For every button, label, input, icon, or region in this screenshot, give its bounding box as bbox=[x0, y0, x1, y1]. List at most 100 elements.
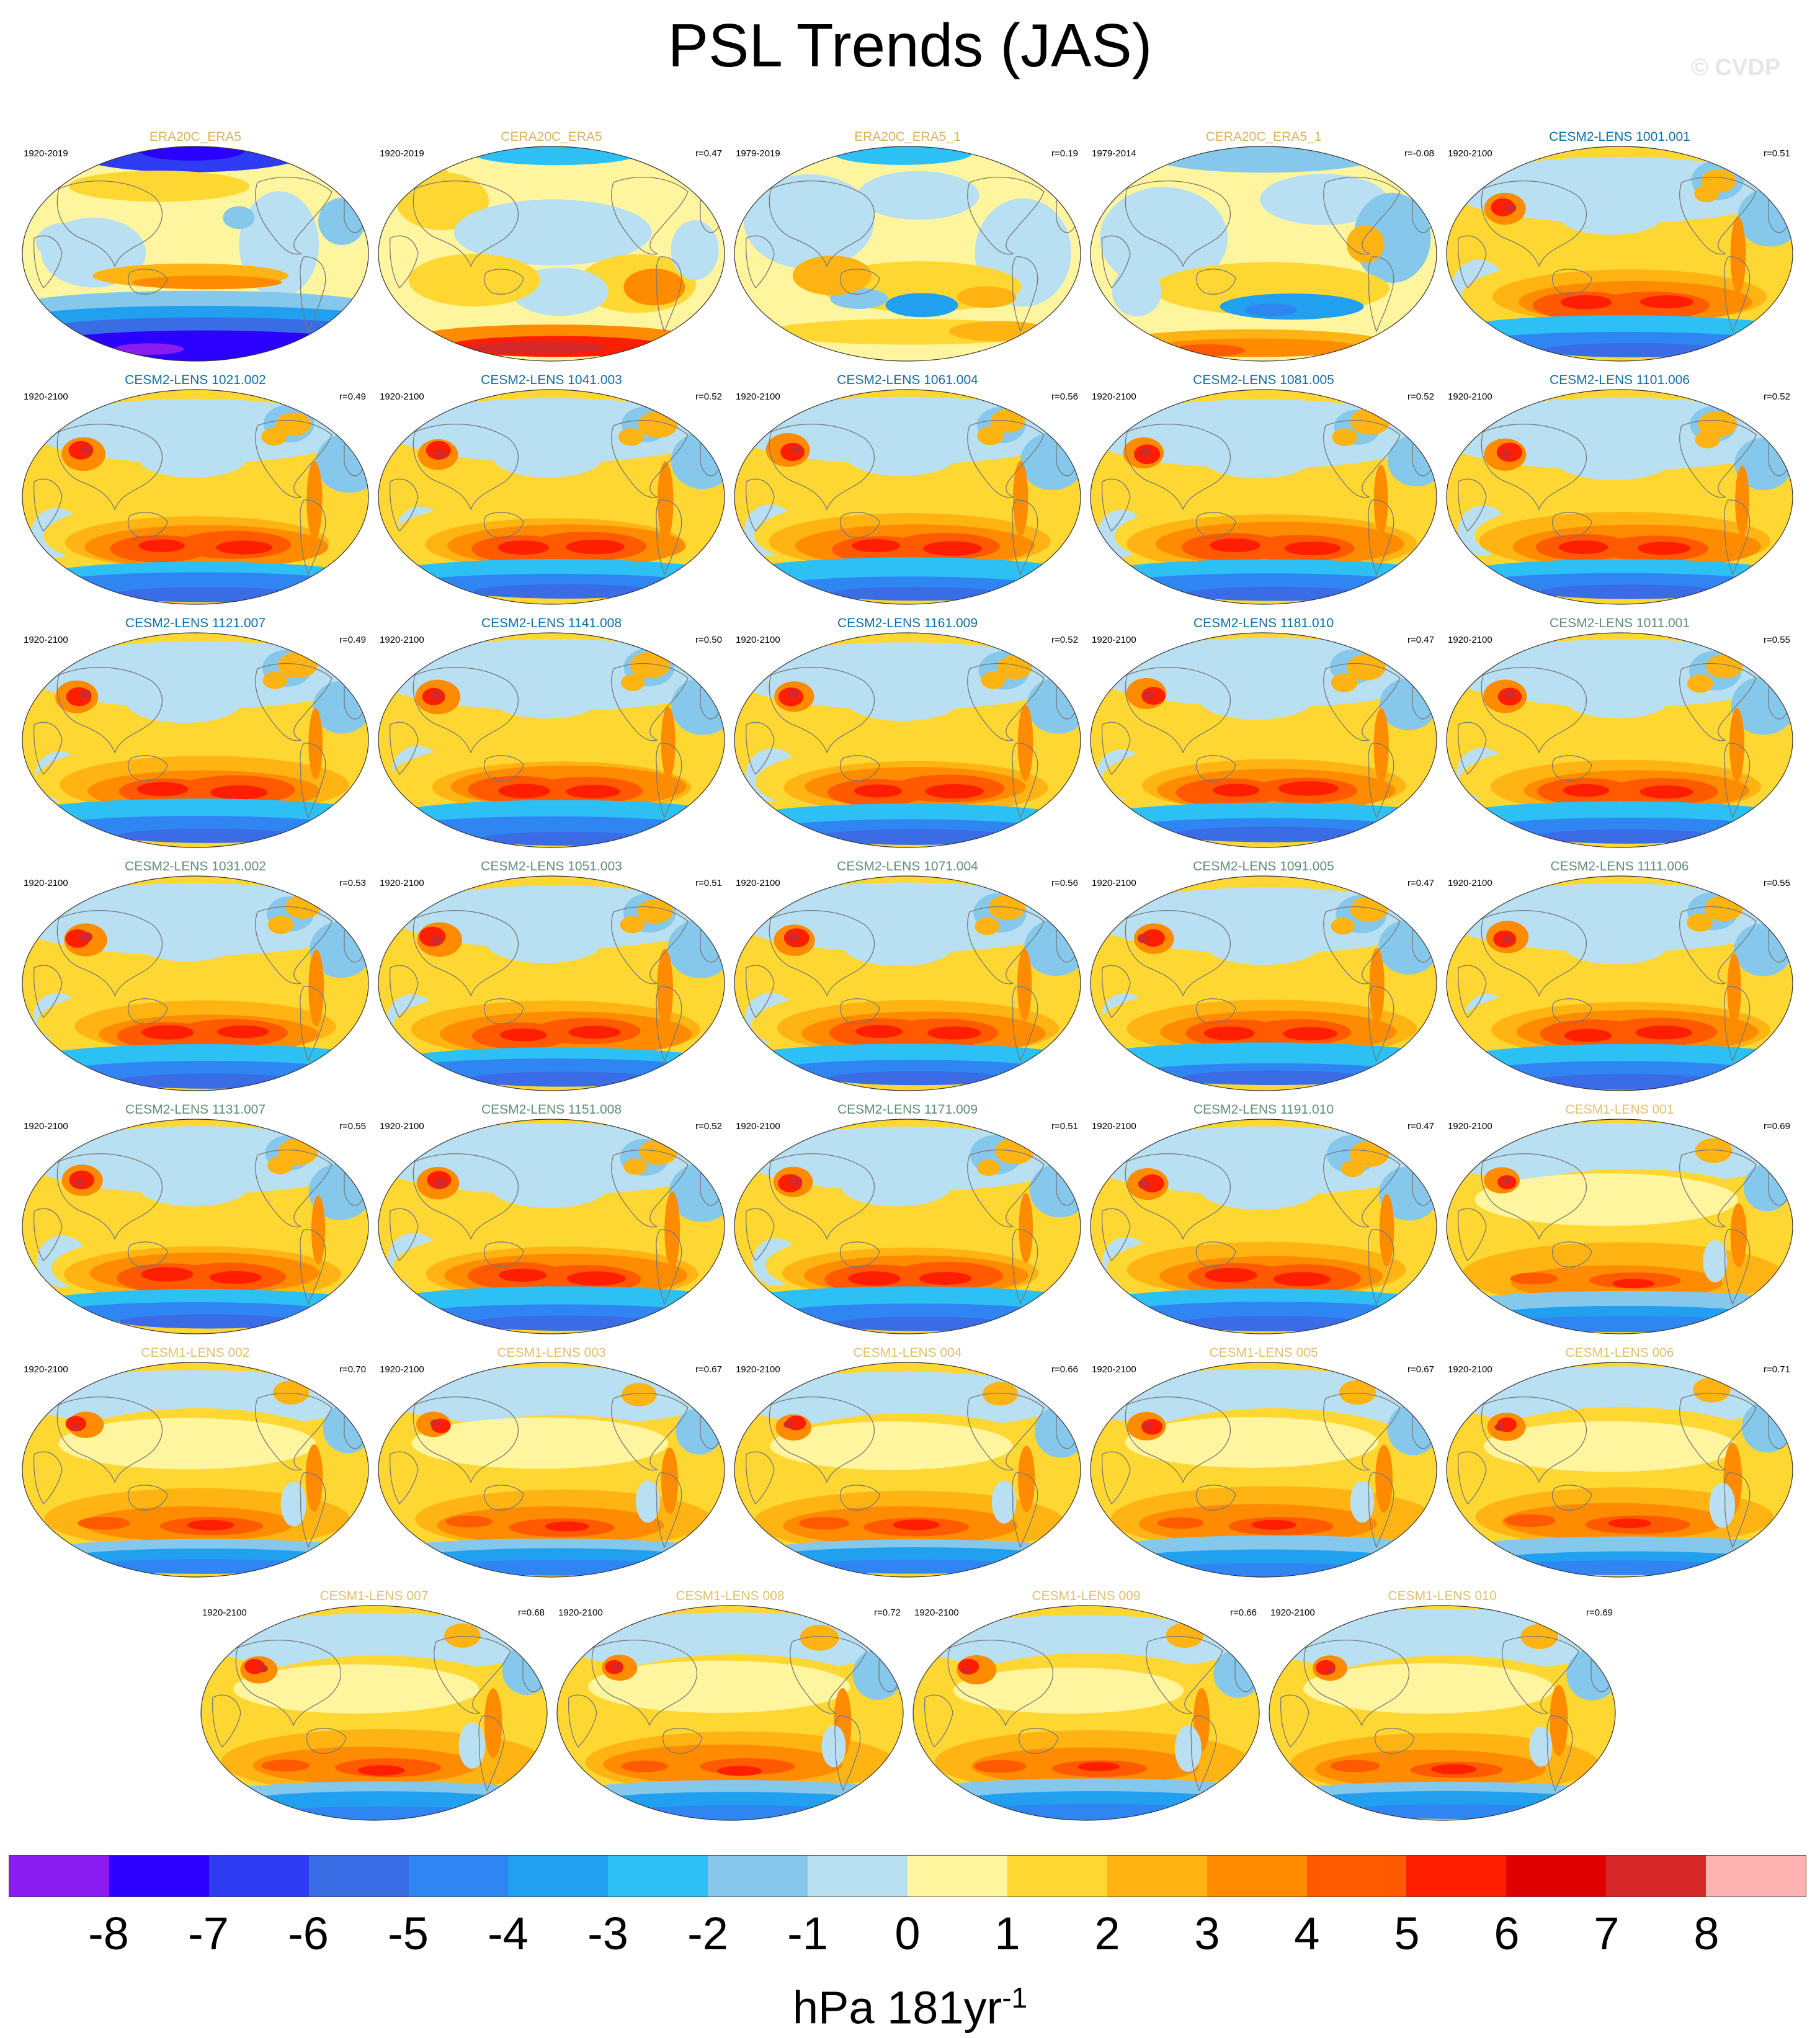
map-outline bbox=[734, 632, 1081, 848]
panel-title: CESM1-LENS 009 bbox=[1032, 1589, 1141, 1603]
coastline bbox=[1102, 235, 1131, 289]
map-panel: CESM2-LENS 1001.001 1920-2100 r=0.51 bbox=[1443, 129, 1796, 365]
colorbar-tick-label: 8 bbox=[1693, 1908, 1720, 1959]
map-image bbox=[378, 1362, 725, 1578]
panel-correlation: r=0.47 bbox=[1407, 635, 1434, 645]
map-field bbox=[1447, 1119, 1793, 1334]
colorbar-tick-label: -2 bbox=[687, 1908, 728, 1959]
coastline bbox=[1196, 755, 1236, 781]
map-outline bbox=[1269, 1605, 1616, 1821]
panel-title: CESM2-LENS 1161.009 bbox=[837, 616, 978, 630]
coastline bbox=[1012, 1472, 1038, 1549]
map-field bbox=[1447, 876, 1793, 1091]
coastline bbox=[1146, 1636, 1223, 1714]
coastline bbox=[840, 1241, 880, 1267]
coastline bbox=[662, 1728, 703, 1754]
coastline bbox=[1481, 667, 1587, 754]
map-outline bbox=[1446, 146, 1793, 362]
map-outline bbox=[378, 1362, 725, 1578]
panel-correlation: r=0.47 bbox=[1407, 878, 1434, 888]
coastline bbox=[390, 1451, 419, 1505]
panel-title: CESM2-LENS 1191.010 bbox=[1193, 1102, 1334, 1117]
panel-correlation: r=0.68 bbox=[518, 1607, 545, 1618]
coastline bbox=[56, 667, 163, 754]
coastline bbox=[1724, 743, 1751, 819]
map-field bbox=[734, 390, 1081, 604]
map-panel: CESM2-LENS 1071.004 1920-2100 r=0.56 bbox=[731, 859, 1084, 1094]
map-image bbox=[734, 632, 1081, 848]
panel-correlation: r=0.56 bbox=[1051, 391, 1078, 402]
colorbar-box bbox=[1506, 1856, 1607, 1897]
map-panel: CESM1-LENS 004 1920-2100 r=0.66 bbox=[731, 1345, 1084, 1581]
coastline bbox=[1012, 986, 1038, 1062]
coastline bbox=[1481, 181, 1587, 267]
coastline bbox=[840, 269, 880, 295]
coastline bbox=[1125, 1153, 1231, 1240]
coastline bbox=[1679, 420, 1757, 498]
map-panel: CESM2-LENS 1011.001 1920-2100 r=0.55 bbox=[1443, 615, 1796, 851]
map-image bbox=[734, 389, 1081, 605]
coastline bbox=[1102, 965, 1131, 1019]
coastline bbox=[56, 910, 163, 997]
panel-period: 1920-2100 bbox=[1092, 635, 1136, 645]
coastline bbox=[746, 235, 775, 289]
panel-title: CESM1-LENS 007 bbox=[319, 1589, 429, 1603]
coastline bbox=[33, 1451, 63, 1505]
map-outline bbox=[1446, 1362, 1793, 1578]
map-outline bbox=[22, 389, 369, 605]
map-image bbox=[1090, 1119, 1437, 1334]
coastline bbox=[834, 1715, 861, 1792]
panel-title: ERA20C_ERA5 bbox=[149, 130, 242, 144]
coastline bbox=[33, 478, 63, 532]
coastline bbox=[56, 1153, 163, 1240]
map-field bbox=[1091, 1362, 1437, 1577]
map-outline bbox=[1090, 1362, 1437, 1578]
map-image bbox=[200, 1605, 548, 1821]
map-outline bbox=[734, 1362, 1081, 1578]
colorbar-tick-label: -5 bbox=[388, 1908, 429, 1959]
map-panel: CERA20C_ERA5 1920-2019 r=0.47 bbox=[375, 129, 728, 365]
panel-period: 1920-2100 bbox=[24, 878, 68, 888]
coastline bbox=[33, 235, 63, 289]
coastline bbox=[1679, 663, 1757, 741]
coastline bbox=[1012, 1229, 1038, 1305]
coastline bbox=[840, 1485, 880, 1511]
map-image bbox=[22, 875, 369, 1091]
panel-title: CESM2-LENS 1171.009 bbox=[837, 1102, 978, 1117]
map-outline bbox=[1090, 146, 1437, 362]
panel-title: CESM2-LENS 1051.003 bbox=[481, 859, 622, 874]
map-panel: CESM2-LENS 1161.009 1920-2100 r=0.52 bbox=[731, 615, 1084, 851]
colorbar-tick-label: -6 bbox=[288, 1908, 329, 1959]
coastline bbox=[840, 998, 880, 1024]
coastline bbox=[1196, 998, 1236, 1024]
panel-period: 1920-2100 bbox=[1448, 1364, 1492, 1375]
panel-title: CESM2-LENS 1121.007 bbox=[125, 616, 266, 630]
panel-period: 1920-2100 bbox=[380, 1121, 424, 1132]
coastline bbox=[413, 667, 519, 754]
panel-title: CESM2-LENS 1031.002 bbox=[125, 859, 266, 874]
map-outline bbox=[378, 1119, 725, 1334]
map-field bbox=[378, 633, 725, 847]
map-field bbox=[22, 1119, 368, 1334]
panel-title: CESM2-LENS 1021.002 bbox=[125, 373, 266, 387]
coastline bbox=[235, 1640, 341, 1727]
map-outline bbox=[22, 632, 369, 848]
coastline bbox=[769, 181, 875, 267]
coastline bbox=[1196, 1485, 1236, 1511]
coastline bbox=[1368, 1229, 1394, 1305]
coastline bbox=[484, 512, 524, 538]
coastline bbox=[1724, 986, 1751, 1062]
map-panel: CESM2-LENS 1131.007 1920-2100 r=0.55 bbox=[19, 1102, 372, 1338]
map-field bbox=[1091, 146, 1437, 361]
units-base: hPa 181yr bbox=[792, 1982, 1002, 2034]
coastline bbox=[413, 181, 519, 267]
map-panel: ERA20C_ERA5_1 1979-2019 r=0.19 bbox=[731, 129, 1084, 365]
coastline bbox=[967, 420, 1045, 498]
panel-title: CESM2-LENS 1001.001 bbox=[1549, 130, 1690, 144]
coastline bbox=[1481, 1397, 1587, 1483]
coastline bbox=[656, 256, 682, 333]
colorbar-box bbox=[308, 1856, 409, 1897]
coastline bbox=[769, 1397, 875, 1483]
map-image bbox=[22, 146, 369, 362]
map-image bbox=[556, 1605, 904, 1821]
